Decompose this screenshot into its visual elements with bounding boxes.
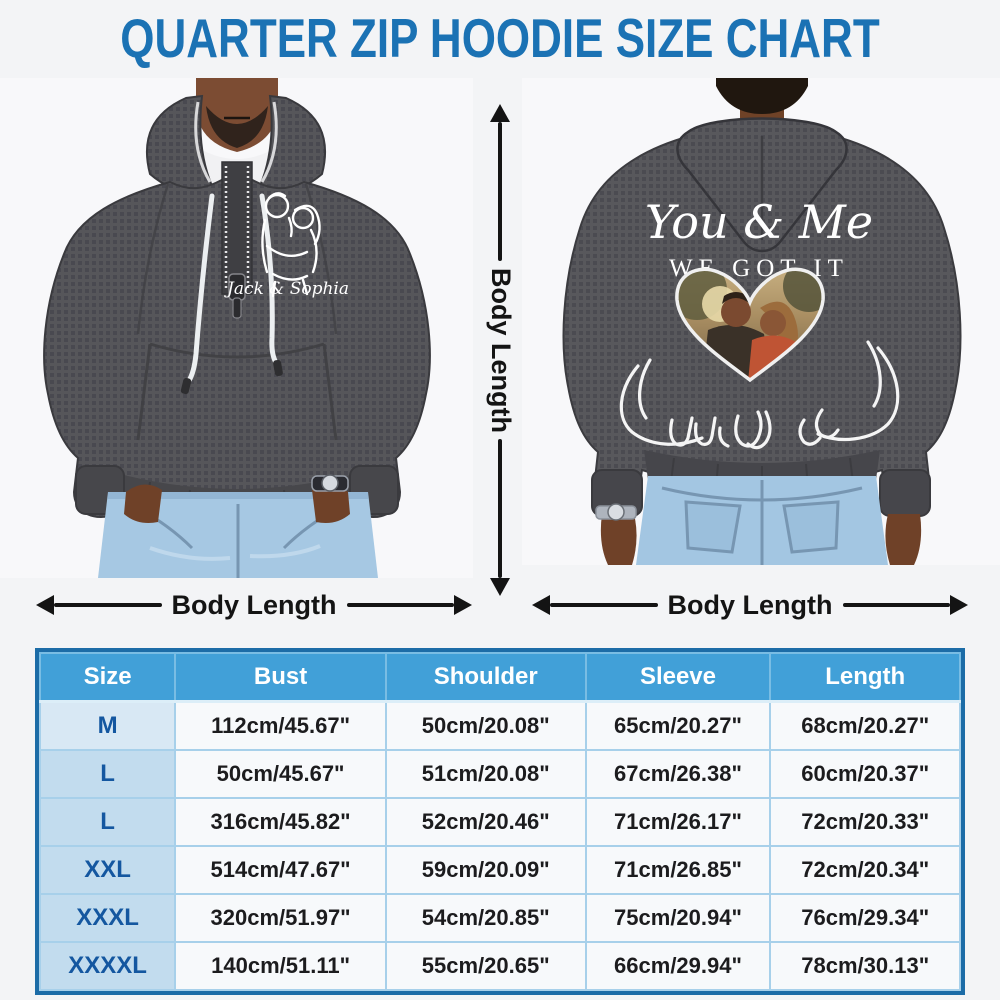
body-length-vertical-arrow: Body Length bbox=[477, 104, 523, 596]
page-title: QUARTER ZIP HOODIE SIZE CHART bbox=[120, 7, 880, 69]
measurement-cell: 55cm/20.65" bbox=[384, 941, 587, 991]
table-header-row: Size Bust Shoulder Sleeve Length bbox=[38, 652, 961, 703]
arrow-left-icon bbox=[532, 595, 550, 615]
size-label-cell: XXXL bbox=[38, 893, 177, 943]
measurement-cell: 72cm/20.34" bbox=[769, 845, 961, 895]
column-header-shoulder: Shoulder bbox=[384, 652, 587, 703]
table-row: XXXXL 140cm/51.11" 55cm/20.65" 66cm/29.94" 7… bbox=[38, 941, 961, 991]
hoodie-back-photo: You & Me WE GOT IT bbox=[522, 78, 1000, 565]
hoodie-front-illustration: Jack & Sophia bbox=[43, 78, 431, 578]
size-label-cell: M bbox=[38, 700, 177, 751]
measurement-cell: 68cm/20.27" bbox=[769, 700, 961, 751]
drawstrings bbox=[185, 193, 280, 385]
measurement-cell: 71cm/26.85" bbox=[584, 845, 772, 895]
wrist-watch-back bbox=[595, 503, 637, 521]
measurement-cell: 316cm/45.82" bbox=[174, 797, 387, 847]
table-row: XXXL 320cm/51.97" 54cm/20.85" 75cm/20.94" 76… bbox=[38, 893, 961, 943]
body-length-back-label: Body Length bbox=[667, 589, 833, 620]
size-chart-table: Size Bust Shoulder Sleeve Length M 112cm/… bbox=[38, 652, 961, 991]
measurement-cell: 51cm/20.08" bbox=[384, 749, 587, 799]
measurement-cell: 140cm/51.11" bbox=[174, 941, 387, 991]
measurement-cell: 59cm/20.09" bbox=[384, 845, 587, 895]
body-length-front-label: Body Length bbox=[171, 589, 337, 620]
arrow-up-icon bbox=[490, 104, 510, 122]
jeans-back bbox=[636, 476, 888, 565]
quarter-zip bbox=[221, 161, 253, 319]
size-label-cell: L bbox=[38, 797, 177, 847]
size-label-cell: XXXXL bbox=[38, 941, 177, 991]
size-label-cell: L bbox=[38, 749, 177, 799]
hands-line-art bbox=[619, 340, 900, 450]
front-graphic-caption: Jack & Sophia bbox=[224, 279, 349, 299]
cuffs-back bbox=[591, 469, 931, 517]
table-row: XXL 514cm/47.67" 59cm/20.09" 71cm/26.85" 72c… bbox=[38, 845, 961, 895]
arrow-left-icon bbox=[36, 595, 54, 615]
size-table-body: M 112cm/45.67" 50cm/20.08" 65cm/20.27" 68cm/… bbox=[38, 700, 961, 991]
measurement-cell: 52cm/20.46" bbox=[384, 797, 587, 847]
size-label-cell: XXL bbox=[38, 845, 177, 895]
measurement-cell: 514cm/47.67" bbox=[174, 845, 387, 895]
table-row: L 316cm/45.82" 52cm/20.46" 71cm/26.17" 72cm/… bbox=[38, 797, 961, 847]
table-row: M 112cm/45.67" 50cm/20.08" 65cm/20.27" 68cm/… bbox=[38, 700, 961, 751]
measurement-cell: 71cm/26.17" bbox=[584, 797, 772, 847]
kangaroo-pocket bbox=[136, 342, 338, 441]
hoodie-front-photo: Jack & Sophia bbox=[0, 78, 473, 578]
arrow-right-icon bbox=[454, 595, 473, 615]
wrist-watch bbox=[311, 474, 349, 492]
measurement-cell: 50cm/20.08" bbox=[384, 700, 587, 751]
model-face bbox=[196, 78, 278, 152]
measurement-cell: 60cm/20.37" bbox=[769, 749, 961, 799]
body-length-front-arrow: Body Length bbox=[36, 588, 473, 622]
measurement-cell: 112cm/45.67" bbox=[174, 700, 387, 751]
column-header-length: Length bbox=[769, 652, 961, 703]
measurement-cell: 78cm/30.13" bbox=[769, 941, 961, 991]
back-print-line1: You & Me bbox=[645, 195, 873, 249]
measurement-cell: 66cm/29.94" bbox=[584, 941, 772, 991]
body-length-vertical-label: Body Length bbox=[485, 267, 516, 433]
model-hands-back bbox=[600, 514, 922, 565]
table-row: L 50cm/45.67" 51cm/20.08" 67cm/26.38" 60cm/2… bbox=[38, 749, 961, 799]
hoodie-back-illustration: You & Me WE GOT IT bbox=[562, 78, 962, 565]
measurement-cell: 67cm/26.38" bbox=[584, 749, 772, 799]
measurement-cell: 65cm/20.27" bbox=[584, 700, 772, 751]
measurement-cell: 76cm/29.34" bbox=[769, 893, 961, 943]
measurement-cell: 54cm/20.85" bbox=[384, 893, 587, 943]
measurement-cell: 320cm/51.97" bbox=[174, 893, 387, 943]
column-header-sleeve: Sleeve bbox=[584, 652, 772, 703]
column-header-bust: Bust bbox=[174, 652, 387, 703]
model-hands bbox=[124, 484, 350, 523]
size-chart-table-container: Size Bust Shoulder Sleeve Length M 112cm/… bbox=[35, 648, 965, 995]
body-length-back-arrow: Body Length bbox=[532, 588, 969, 622]
measurement-cell: 50cm/45.67" bbox=[174, 749, 387, 799]
couple-line-art: Jack & Sophia bbox=[224, 192, 349, 299]
jeans-front bbox=[98, 492, 378, 578]
measurement-cell: 72cm/20.33" bbox=[769, 797, 961, 847]
arrow-right-icon bbox=[950, 595, 969, 615]
arrow-down-icon bbox=[490, 578, 510, 596]
column-header-size: Size bbox=[38, 652, 177, 703]
measurement-cell: 75cm/20.94" bbox=[584, 893, 772, 943]
